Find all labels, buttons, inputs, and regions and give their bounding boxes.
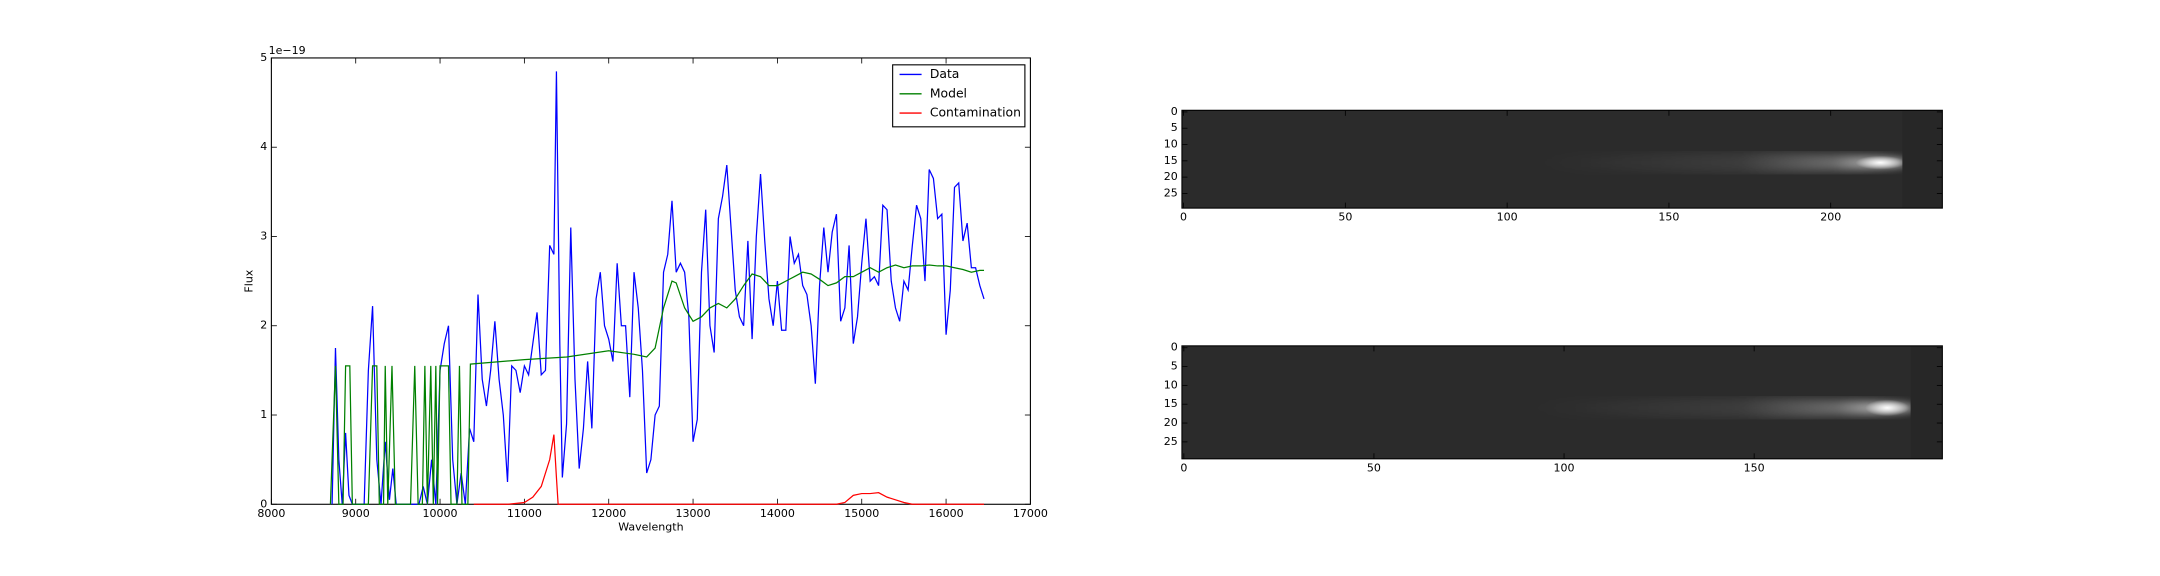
x-axis-label: Wavelength	[618, 521, 683, 534]
spectrum-image	[1181, 110, 1943, 209]
y-tick-label: 0	[260, 497, 267, 510]
y-tick-label: 5	[1171, 121, 1178, 134]
y-tick-label: 3	[260, 229, 267, 242]
x-tick-label: 8000	[257, 507, 285, 520]
axes-frame	[1181, 345, 1943, 460]
x-tick-label: 50	[1367, 461, 1381, 474]
y-tick-label: 20	[1164, 170, 1178, 183]
x-tick-label: 150	[1744, 461, 1765, 474]
y-tick-label: 1	[260, 408, 267, 421]
x-tick-label: 9000	[342, 507, 370, 520]
legend-label: Model	[930, 85, 967, 100]
y-tick-label: 4	[260, 140, 267, 153]
x-tick-label: 150	[1658, 211, 1679, 224]
data-line	[473, 434, 985, 505]
spectrum-image	[1181, 345, 1943, 459]
x-tick-label: 12000	[591, 507, 626, 520]
data-line	[331, 71, 985, 505]
legend-label: Contamination	[930, 105, 1021, 120]
y-tick-label: 5	[1171, 360, 1178, 373]
x-tick-label: 200	[1820, 211, 1841, 224]
y-offset-label: 1e−19	[269, 44, 306, 57]
legend: Data Model Contamination	[892, 64, 1026, 128]
y-tick-label: 10	[1164, 138, 1178, 151]
y-tick-label: 10	[1164, 378, 1178, 391]
y-tick-label: 20	[1164, 416, 1178, 429]
x-tick-label: 15000	[844, 507, 879, 520]
y-tick-label: 5	[260, 51, 267, 64]
y-axis-label: Flux	[242, 269, 255, 292]
x-tick-label: 0	[1180, 211, 1187, 224]
y-tick-label: 25	[1164, 435, 1178, 448]
legend-label: Data	[930, 66, 960, 81]
x-tick-label: 0	[1180, 461, 1187, 474]
x-tick-label: 100	[1554, 461, 1575, 474]
x-tick-label: 13000	[676, 507, 711, 520]
axes-frame	[1181, 109, 1943, 209]
y-tick-label: 0	[1171, 341, 1178, 354]
x-tick-label: 14000	[760, 507, 795, 520]
x-tick-label: 16000	[929, 507, 964, 520]
x-tick-label: 50	[1338, 211, 1352, 224]
x-tick-label: 11000	[507, 507, 542, 520]
y-tick-label: 0	[1171, 105, 1178, 118]
x-tick-label: 100	[1497, 211, 1518, 224]
y-tick-label: 25	[1164, 186, 1178, 199]
x-tick-label: 10000	[423, 507, 458, 520]
y-tick-label: 15	[1164, 397, 1178, 410]
y-tick-label: 2	[260, 319, 267, 332]
y-tick-label: 15	[1164, 154, 1178, 167]
data-line	[329, 264, 985, 505]
x-tick-label: 17000	[1013, 507, 1048, 520]
